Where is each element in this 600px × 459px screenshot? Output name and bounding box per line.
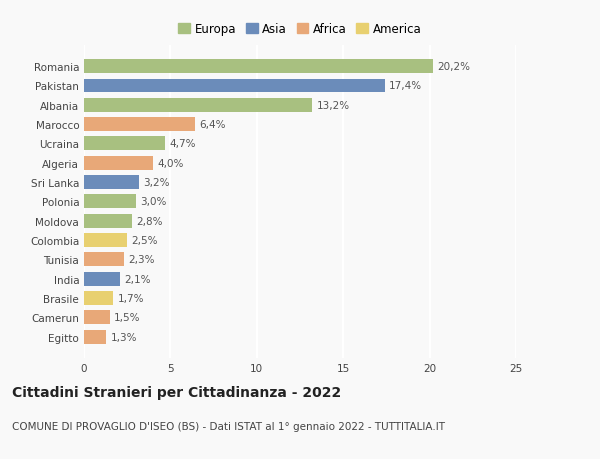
Text: 20,2%: 20,2% xyxy=(437,62,470,72)
Bar xyxy=(84,253,124,267)
Text: 4,0%: 4,0% xyxy=(157,158,184,168)
Text: 13,2%: 13,2% xyxy=(316,101,350,111)
Text: COMUNE DI PROVAGLIO D'ISEO (BS) - Dati ISTAT al 1° gennaio 2022 - TUTTITALIA.IT: COMUNE DI PROVAGLIO D'ISEO (BS) - Dati I… xyxy=(12,421,445,431)
Bar xyxy=(84,137,165,151)
Bar xyxy=(84,214,133,228)
Bar xyxy=(84,118,194,132)
Text: 1,3%: 1,3% xyxy=(111,332,137,342)
Text: 3,2%: 3,2% xyxy=(143,178,170,188)
Text: 2,8%: 2,8% xyxy=(137,216,163,226)
Text: 2,5%: 2,5% xyxy=(131,235,158,246)
Bar xyxy=(84,99,312,112)
Bar xyxy=(84,272,120,286)
Text: 4,7%: 4,7% xyxy=(170,139,196,149)
Text: 17,4%: 17,4% xyxy=(389,81,422,91)
Text: Cittadini Stranieri per Cittadinanza - 2022: Cittadini Stranieri per Cittadinanza - 2… xyxy=(12,386,341,399)
Text: 3,0%: 3,0% xyxy=(140,197,167,207)
Text: 2,1%: 2,1% xyxy=(125,274,151,284)
Legend: Europa, Asia, Africa, America: Europa, Asia, Africa, America xyxy=(176,21,424,38)
Bar xyxy=(84,176,139,190)
Bar xyxy=(84,60,433,74)
Bar xyxy=(84,311,110,325)
Text: 1,7%: 1,7% xyxy=(118,293,144,303)
Text: 6,4%: 6,4% xyxy=(199,120,226,130)
Bar xyxy=(84,157,153,170)
Bar xyxy=(84,330,106,344)
Text: 2,3%: 2,3% xyxy=(128,255,155,265)
Text: 1,5%: 1,5% xyxy=(114,313,141,323)
Bar xyxy=(84,79,385,93)
Bar xyxy=(84,234,127,247)
Bar xyxy=(84,291,113,305)
Bar xyxy=(84,195,136,209)
